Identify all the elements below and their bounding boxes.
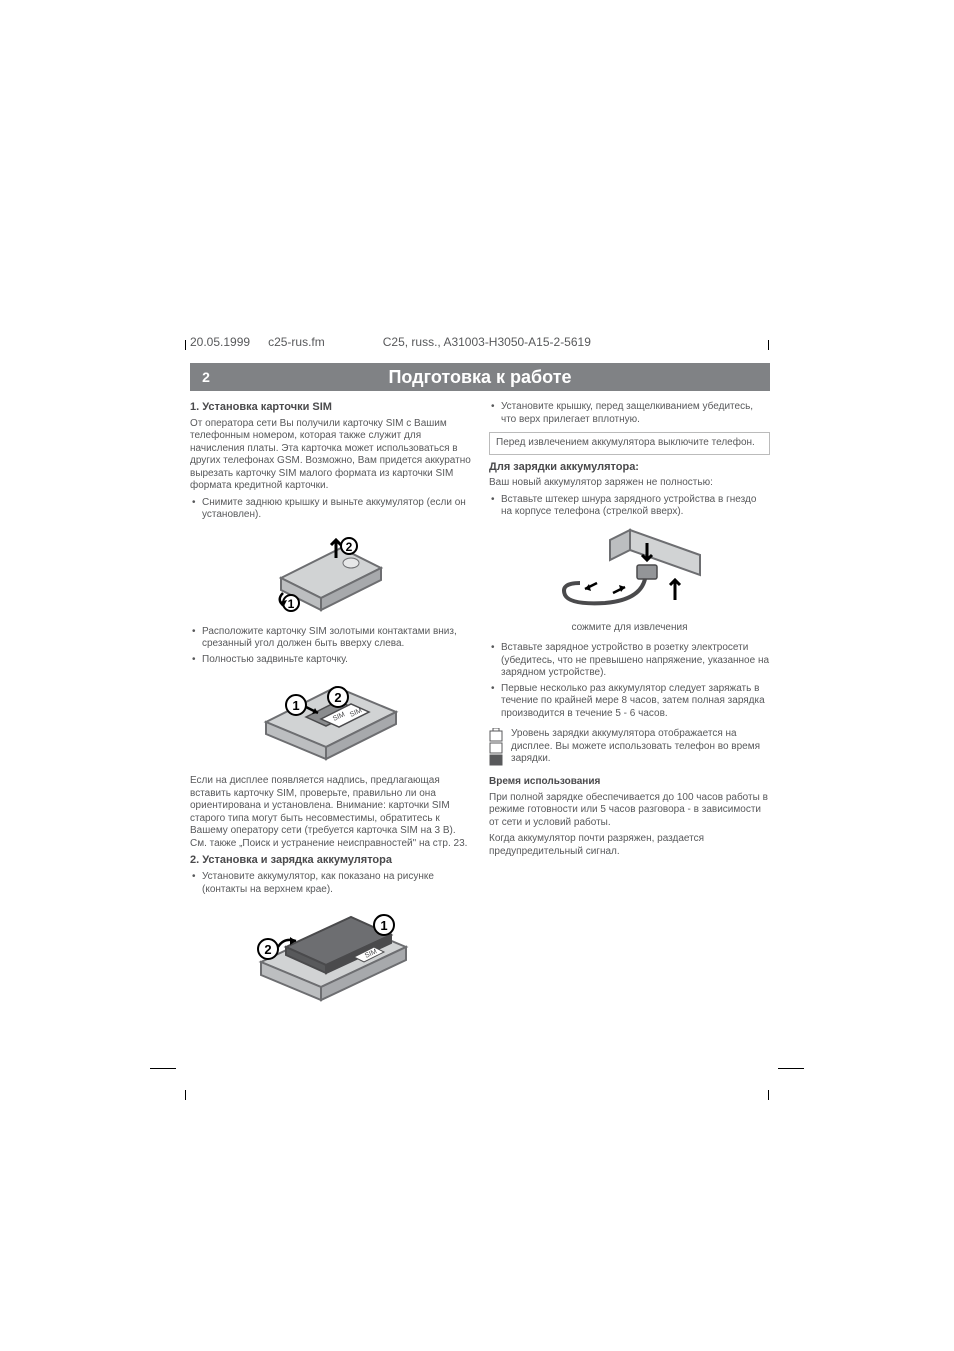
figure-charger: сожмите для извлечения <box>489 525 770 635</box>
meta-docid: C25, russ., A31003-H3050-A15-2-5619 <box>383 335 591 349</box>
meta-file: c25-rus.fm <box>268 335 325 349</box>
svg-text:2: 2 <box>345 540 352 554</box>
list-item: Полностью задвиньте карточку. <box>190 654 471 667</box>
paragraph: При полной зарядке обеспечивается до 100… <box>489 792 770 830</box>
note-box: Перед извлечением аккумулятора выключите… <box>489 432 770 455</box>
section-heading: 1. Установка карточки SIM <box>190 401 471 415</box>
section-heading: Для зарядки аккумулятора: <box>489 461 770 475</box>
svg-text:1: 1 <box>292 698 299 713</box>
paragraph: Если на дисплее появляется надпись, пред… <box>190 775 471 850</box>
figure-install-battery: SIM 1 2 <box>190 902 471 1007</box>
paragraph: Когда аккумулятор почти разряжен, раздае… <box>489 833 770 858</box>
figure-remove-battery: 2 1 <box>190 528 471 618</box>
svg-text:1: 1 <box>287 597 294 611</box>
right-column: Установите крышку, перед защелкиванием у… <box>489 401 770 1015</box>
list-item: Вставьте зарядное устройство в розетку э… <box>489 642 770 680</box>
meta-date: 20.05.1999 <box>190 335 250 349</box>
crop-mark <box>185 1090 186 1100</box>
battery-note: Уровень зарядки аккумулятора отображаетс… <box>489 728 770 766</box>
content-columns: 1. Установка карточки SIM От оператора с… <box>190 401 770 1015</box>
section-heading: 2. Установка и зарядка аккумулятора <box>190 854 471 868</box>
list-item: Расположите карточку SIM золотыми контак… <box>190 626 471 651</box>
section-subheading: Время использования <box>489 776 770 789</box>
list-item: Снимите заднюю крышку и выньте аккумулят… <box>190 497 471 522</box>
crop-mark <box>150 1068 176 1069</box>
page: 20.05.1999 c25-rus.fm C25, russ., A31003… <box>190 335 770 1015</box>
left-column: 1. Установка карточки SIM От оператора с… <box>190 401 471 1015</box>
svg-text:2: 2 <box>334 690 341 705</box>
svg-text:2: 2 <box>264 942 271 957</box>
title-bar: 2 Подготовка к работе <box>190 363 770 391</box>
crop-mark <box>768 1090 769 1100</box>
list-item: Установите аккумулятор, как показано на … <box>190 871 471 896</box>
paragraph: Ваш новый аккумулятор заряжен не полност… <box>489 477 770 490</box>
page-number: 2 <box>190 363 222 391</box>
list-item: Вставьте штекер шнура зарядного устройст… <box>489 494 770 519</box>
paragraph: От оператора сети Вы получили карточку S… <box>190 418 471 493</box>
battery-icon <box>489 728 503 766</box>
page-title: Подготовка к работе <box>222 367 770 388</box>
svg-text:1: 1 <box>380 918 387 933</box>
meta-row: 20.05.1999 c25-rus.fm C25, russ., A31003… <box>190 335 770 349</box>
list-item: Установите крышку, перед защелкиванием у… <box>489 401 770 426</box>
crop-mark <box>778 1068 804 1069</box>
list-item: Первые несколько раз аккумулятор следует… <box>489 683 770 721</box>
crop-mark <box>185 340 186 350</box>
battery-note-text: Уровень зарядки аккумулятора отображаетс… <box>511 728 770 766</box>
figure-insert-sim: SIM SIM 1 2 <box>190 672 471 767</box>
figure-caption: сожмите для извлечения <box>489 622 770 635</box>
